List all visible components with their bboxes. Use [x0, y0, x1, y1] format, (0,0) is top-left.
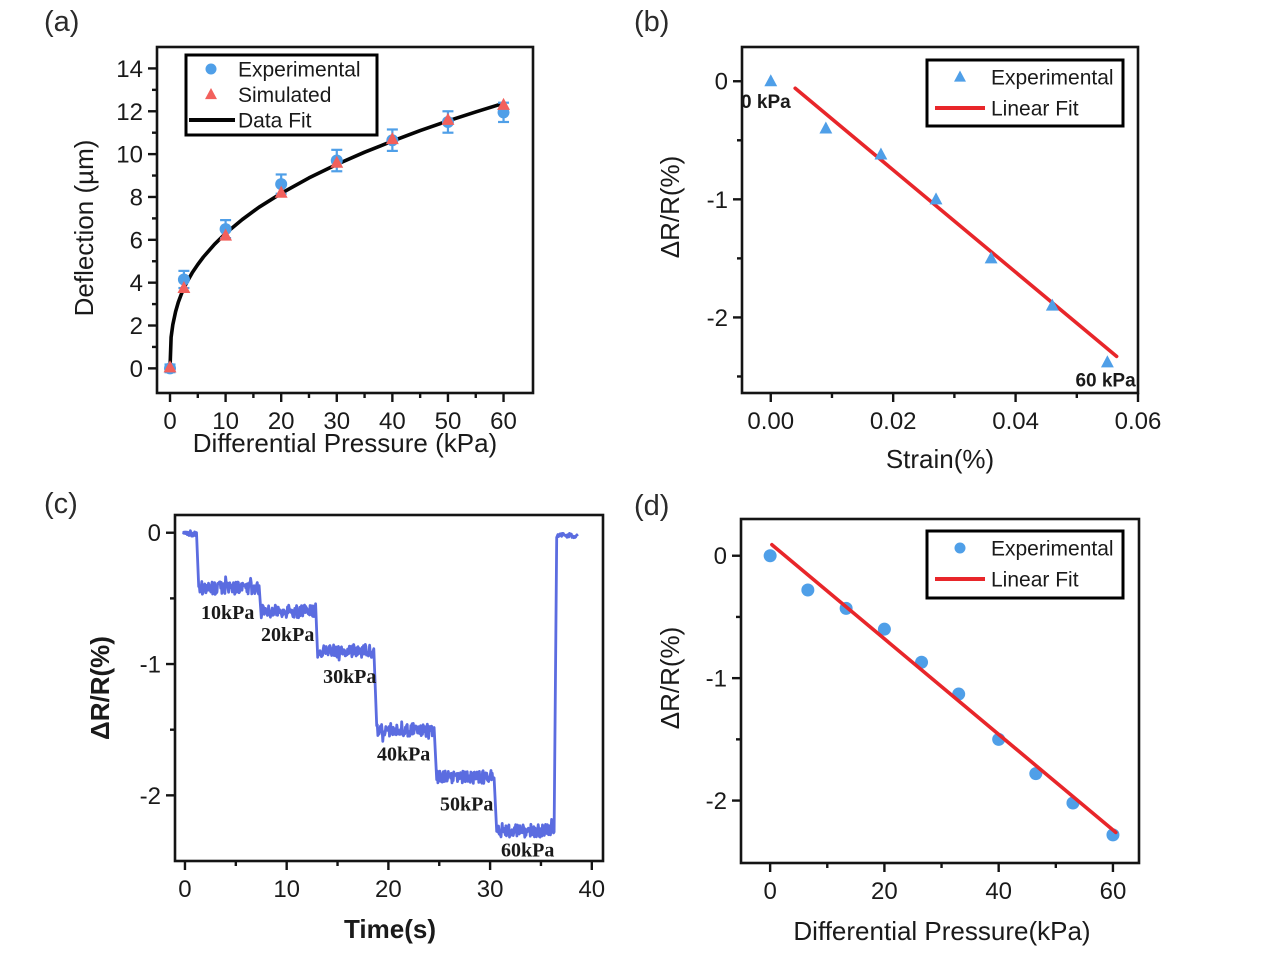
panel-label-b: (b)	[634, 6, 670, 38]
tick-labels: 0 10 20 30 40 50 60 0 2 4 6 8 10 12 14	[116, 56, 517, 435]
annotation: 60kPa	[501, 839, 554, 861]
annotation: 50kPa	[440, 794, 493, 816]
y-axis-title-c: ΔR/R(%)	[85, 636, 115, 740]
axis-ticks	[733, 80, 1140, 402]
svg-text:0: 0	[178, 876, 191, 903]
svg-text:12: 12	[116, 99, 143, 126]
series-simulated	[163, 97, 510, 373]
svg-text:Experimental: Experimental	[991, 67, 1114, 90]
svg-text:30: 30	[477, 876, 504, 903]
svg-text:30: 30	[323, 408, 350, 435]
x-axis-title-b: Strain(%)	[886, 444, 994, 474]
svg-text:Linear Fit: Linear Fit	[991, 569, 1079, 592]
axis-ticks	[732, 554, 1115, 872]
svg-text:Experimental: Experimental	[238, 59, 361, 82]
svg-text:-1: -1	[140, 652, 161, 679]
svg-text:8: 8	[130, 184, 143, 211]
svg-text:14: 14	[116, 56, 143, 83]
annotation: 10kPa	[201, 602, 254, 624]
x-axis-title-c: Time(s)	[344, 914, 436, 944]
plot-frame	[173, 513, 605, 863]
svg-text:-2: -2	[706, 788, 727, 815]
svg-text:20: 20	[375, 876, 402, 903]
panel-label-d: (d)	[634, 490, 670, 522]
svg-text:10: 10	[116, 142, 143, 169]
svg-text:60: 60	[1100, 878, 1127, 905]
svg-text:20: 20	[871, 878, 898, 905]
svg-text:Data Fit: Data Fit	[238, 110, 312, 133]
svg-text:0.06: 0.06	[1115, 408, 1162, 435]
signal-trace	[181, 529, 579, 839]
panel-label-a: (a)	[44, 6, 80, 38]
annotation: 20kPa	[261, 624, 314, 646]
plot-frame	[155, 45, 535, 395]
tick-labels: 0.00 0.02 0.04 0.06 0 -1 -2	[707, 69, 1162, 435]
svg-text:40: 40	[985, 878, 1012, 905]
svg-text:0: 0	[148, 520, 161, 547]
svg-text:-2: -2	[707, 305, 728, 332]
series-linear-fit	[793, 86, 1119, 359]
svg-text:0: 0	[163, 408, 176, 435]
y-axis-title-d: ΔR/R(%)	[655, 627, 685, 730]
svg-text:10: 10	[273, 876, 300, 903]
svg-text:0.02: 0.02	[870, 408, 917, 435]
svg-text:Linear Fit: Linear Fit	[991, 98, 1079, 121]
svg-text:4: 4	[130, 270, 143, 297]
svg-text:6: 6	[130, 227, 143, 254]
series-linear-fit	[770, 542, 1118, 835]
svg-text:-2: -2	[140, 783, 161, 810]
x-axis-title-d: Differential Pressure(kPa)	[793, 916, 1090, 946]
y-axis-title-b: ΔR/R(%)	[655, 156, 685, 259]
svg-text:2: 2	[130, 313, 143, 340]
svg-text:0: 0	[763, 878, 776, 905]
svg-text:10: 10	[212, 408, 239, 435]
series-experimental	[764, 74, 1114, 368]
svg-text:0: 0	[715, 69, 728, 96]
axis-ticks	[166, 531, 594, 870]
svg-text:40: 40	[379, 408, 406, 435]
svg-text:0.04: 0.04	[992, 408, 1039, 435]
y-axis-title-a: Deflection (µm)	[69, 140, 99, 317]
svg-text:20: 20	[268, 408, 295, 435]
series-data-fit	[168, 101, 506, 371]
svg-text:0: 0	[130, 356, 143, 383]
annotation: 60 kPa	[1075, 371, 1136, 392]
legend-b: Experimental Linear Fit	[925, 58, 1125, 128]
axis-ticks	[148, 67, 505, 402]
svg-text:Experimental: Experimental	[991, 538, 1114, 561]
svg-text:-1: -1	[706, 666, 727, 693]
svg-text:-1: -1	[707, 187, 728, 214]
x-axis-title-a: Differential Pressure (kPa)	[193, 428, 497, 458]
svg-text:0.00: 0.00	[747, 408, 794, 435]
svg-text:40: 40	[578, 876, 605, 903]
svg-text:50: 50	[435, 408, 462, 435]
annotation: 0 kPa	[741, 92, 791, 113]
svg-text:Simulated: Simulated	[238, 84, 331, 107]
plot-frame	[740, 45, 1140, 395]
tick-labels: 0 10 20 30 40 0 -1 -2	[140, 520, 606, 903]
series-experimental	[164, 101, 510, 375]
tick-labels: 0 20 40 60 0 -1 -2	[706, 543, 1127, 905]
panel-c: 0 10 20 30 40 0 -1 -2 Time(s) ΔR/R(%) 10kPa 20kPa 30…	[85, 513, 606, 944]
annotation: 40kPa	[377, 744, 430, 766]
plot-frame	[739, 517, 1141, 865]
panel-d: 0 20 40 60 0 -1 -2 Differential Pressure(kPa) ΔR…	[655, 517, 1141, 946]
svg-text:60: 60	[490, 408, 517, 435]
panel-a: 0 10 20 30 40 50 60 0 2 4 6 8 10 12 14 Differential Pre…	[69, 45, 535, 458]
panel-b: 0.00 0.02 0.04 0.06 0 -1 -2 Strain(%) ΔR/R(%) 0 k…	[655, 45, 1162, 474]
panel-label-c: (c)	[44, 488, 78, 520]
legend-d: Experimental Linear Fit	[925, 529, 1125, 600]
annotation: 30kPa	[323, 666, 376, 688]
svg-text:0: 0	[714, 543, 727, 570]
